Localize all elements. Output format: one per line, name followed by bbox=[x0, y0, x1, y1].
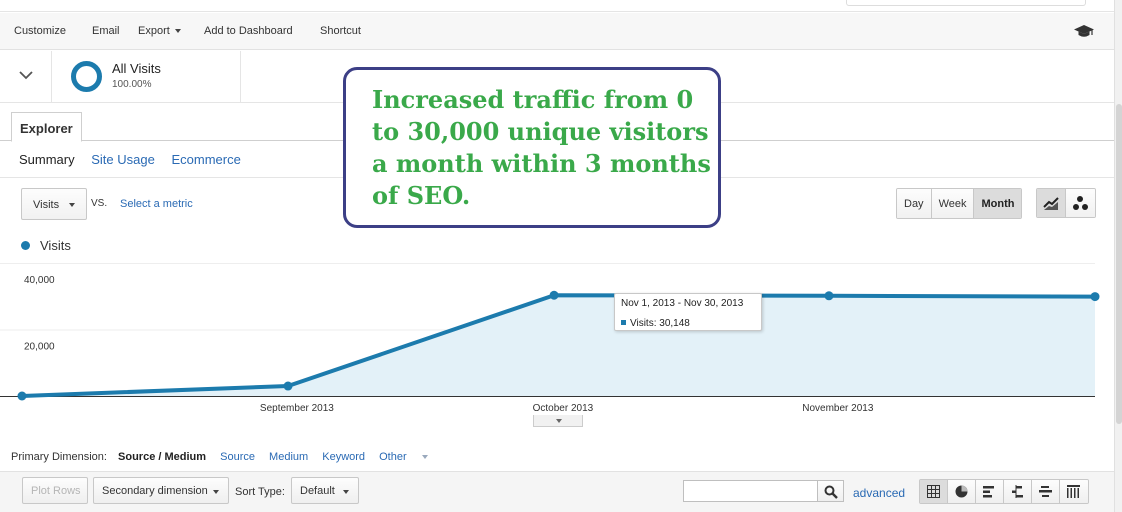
period-selector: Day Week Month bbox=[896, 188, 1023, 219]
tooltip-swatch bbox=[621, 320, 626, 325]
performance-view-icon bbox=[983, 486, 994, 498]
segment-card[interactable]: All Visits 100.00% bbox=[53, 51, 241, 103]
add-to-dashboard-button[interactable]: Add to Dashboard bbox=[204, 25, 293, 37]
subtab-site-usage[interactable]: Site Usage bbox=[91, 152, 155, 167]
comparison-view-icon bbox=[1012, 485, 1023, 498]
magnifier-icon bbox=[824, 485, 838, 499]
table-search-button[interactable] bbox=[817, 480, 844, 502]
legend-series-name: Visits bbox=[40, 238, 71, 253]
data-point bbox=[17, 391, 27, 401]
vs-label: VS. bbox=[91, 198, 108, 209]
visits-chart[interactable]: 40,000 20,000 September 2013 October 2013 No… bbox=[0, 255, 1110, 421]
comparison-view-button[interactable] bbox=[1004, 480, 1032, 503]
vertical-scrollbar[interactable] bbox=[1114, 0, 1122, 512]
tooltip-date-range: Nov 1, 2013 - Nov 30, 2013 bbox=[621, 298, 744, 309]
chevron-down-icon bbox=[174, 29, 181, 34]
dimension-other-menu[interactable]: Other bbox=[379, 451, 439, 463]
line-chart-icon bbox=[1043, 197, 1059, 210]
chart-tooltip: Nov 1, 2013 - Nov 30, 2013 Visits: 30,14… bbox=[614, 293, 762, 331]
table-filter-input[interactable] bbox=[683, 480, 818, 502]
y-tick-label: 20,000 bbox=[24, 342, 55, 353]
top-search-stub[interactable] bbox=[846, 0, 1086, 6]
pie-view-icon bbox=[955, 485, 968, 498]
pie-view-button[interactable] bbox=[948, 480, 976, 503]
legend-swatch bbox=[21, 241, 30, 250]
motion-chart-icon bbox=[1073, 196, 1088, 210]
scrollbar-thumb[interactable] bbox=[1116, 104, 1122, 424]
dimension-source-medium[interactable]: Source / Medium bbox=[118, 451, 207, 463]
dimension-source[interactable]: Source bbox=[220, 451, 255, 463]
period-month-button[interactable]: Month bbox=[974, 189, 1022, 218]
term-cloud-view-button[interactable] bbox=[1032, 480, 1060, 503]
export-label: Export bbox=[138, 25, 170, 37]
tooltip-value: Visits: 30,148 bbox=[630, 318, 690, 329]
chevron-down-icon bbox=[343, 490, 349, 494]
period-week-button[interactable]: Week bbox=[931, 189, 975, 218]
chevron-down-icon bbox=[19, 71, 33, 80]
chart-type-selector bbox=[1036, 188, 1096, 218]
data-point bbox=[1090, 292, 1100, 302]
annotation-text: Increased traffic from 0 to 30,000 uniqu… bbox=[372, 85, 711, 210]
top-strip bbox=[0, 0, 1122, 12]
report-toolbar: Customize Email Export Add to Dashboard … bbox=[0, 13, 1114, 50]
chevron-down-icon bbox=[69, 203, 75, 207]
primary-dimension-label: Primary Dimension: bbox=[11, 451, 107, 463]
x-tick-label: September 2013 bbox=[260, 403, 334, 414]
table-view-icon bbox=[927, 485, 940, 498]
primary-dimension-row: Primary Dimension: Source / Medium Sourc… bbox=[11, 451, 450, 463]
table-toolbar: Plot Rows Secondary dimension Sort Type:… bbox=[0, 471, 1114, 512]
chevron-down-icon bbox=[213, 490, 219, 494]
period-day-button[interactable]: Day bbox=[897, 189, 932, 218]
chevron-down-icon bbox=[421, 455, 428, 460]
sort-type-dropdown[interactable]: Default bbox=[291, 477, 359, 504]
metric-dropdown[interactable]: Visits bbox=[21, 188, 87, 220]
table-view-button[interactable] bbox=[920, 480, 948, 503]
explorer-subtabs: Summary Site Usage Ecommerce bbox=[19, 152, 254, 167]
performance-view-button[interactable] bbox=[976, 480, 1004, 503]
subtab-summary[interactable]: Summary bbox=[19, 152, 75, 167]
dimension-other-label: Other bbox=[379, 451, 407, 463]
y-tick-label: 40,000 bbox=[24, 275, 55, 286]
subtab-ecommerce[interactable]: Ecommerce bbox=[171, 152, 241, 167]
segment-name: All Visits bbox=[112, 61, 161, 76]
graduation-cap-icon[interactable] bbox=[1074, 23, 1094, 39]
secondary-dimension-label: Secondary dimension bbox=[102, 485, 208, 497]
segment-percent: 100.00% bbox=[112, 79, 152, 90]
chevron-down-icon bbox=[556, 419, 562, 423]
table-view-selector bbox=[919, 479, 1089, 504]
data-point bbox=[824, 291, 834, 301]
chart-legend: Visits bbox=[21, 238, 71, 253]
sort-type-value: Default bbox=[300, 485, 335, 497]
data-point bbox=[283, 381, 293, 391]
data-point bbox=[549, 290, 559, 300]
term-cloud-view-icon bbox=[1039, 486, 1052, 497]
motion-chart-button[interactable] bbox=[1066, 189, 1095, 217]
segment-ring-icon bbox=[71, 61, 102, 92]
select-metric-link[interactable]: Select a metric bbox=[120, 198, 193, 210]
sort-type-label: Sort Type: bbox=[235, 486, 285, 498]
shortcut-button[interactable]: Shortcut bbox=[320, 25, 361, 37]
email-button[interactable]: Email bbox=[92, 25, 120, 37]
secondary-dimension-dropdown[interactable]: Secondary dimension bbox=[93, 477, 229, 504]
pivot-view-icon bbox=[1067, 485, 1080, 498]
advanced-filter-link[interactable]: advanced bbox=[853, 486, 906, 500]
plot-rows-button[interactable]: Plot Rows bbox=[22, 477, 88, 504]
series-area bbox=[22, 295, 1095, 396]
customize-button[interactable]: Customize bbox=[14, 25, 66, 37]
dimension-keyword[interactable]: Keyword bbox=[322, 451, 366, 463]
pivot-view-button[interactable] bbox=[1060, 480, 1088, 503]
dimension-medium[interactable]: Medium bbox=[269, 451, 309, 463]
metric-dropdown-value: Visits bbox=[33, 199, 60, 211]
x-tick-label: November 2013 bbox=[802, 403, 874, 414]
segment-toggle[interactable] bbox=[0, 51, 52, 103]
chart-collapse-tab[interactable] bbox=[533, 415, 583, 427]
tab-explorer[interactable]: Explorer bbox=[11, 112, 82, 142]
annotation-callout: Increased traffic from 0 to 30,000 uniqu… bbox=[343, 67, 721, 228]
line-chart-button[interactable] bbox=[1037, 189, 1066, 217]
export-menu[interactable]: Export bbox=[138, 25, 181, 37]
x-tick-label: October 2013 bbox=[533, 403, 594, 414]
